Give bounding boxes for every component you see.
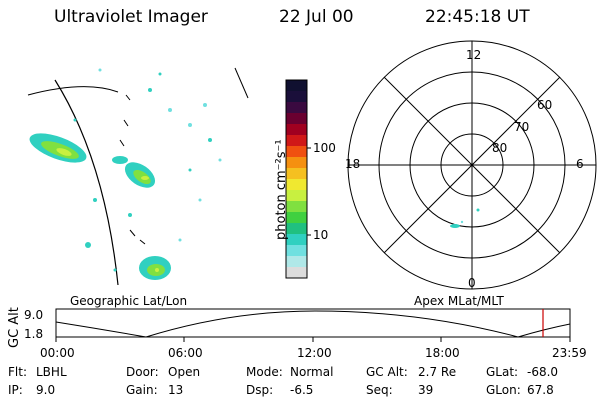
- timeline-ytick-bottom: 1.8: [24, 327, 44, 341]
- colorbar: [285, 79, 308, 279]
- gain-value: 13: [168, 383, 184, 397]
- colorbar-swatch: [286, 201, 307, 213]
- timeline-ticks: [55, 337, 571, 342]
- mlt-label-0: 0: [468, 276, 476, 290]
- colorbar-swatch: [286, 80, 307, 92]
- limb-curve: [54, 79, 119, 286]
- colorbar-swatch: [286, 267, 307, 279]
- dsp-value: -6.5: [290, 383, 314, 397]
- colorbar-swatch: [286, 234, 307, 246]
- mlt-label-6: 6: [576, 157, 584, 171]
- timeline-xtick-2359: 23:59: [552, 346, 587, 360]
- coastline-fragments: [119, 94, 146, 245]
- limb-tick: [234, 67, 249, 99]
- door-label: Door:: [126, 365, 159, 379]
- timeline-ytick-top: 9.0: [24, 308, 44, 322]
- mlt-label-18: 18: [345, 157, 361, 171]
- altitude-curve: [55, 310, 571, 338]
- glon-label: GLon:: [486, 383, 521, 397]
- colorbar-tick-label-10: 10: [313, 228, 329, 242]
- polar-emission: [450, 208, 480, 228]
- colorbar-swatch: [286, 91, 307, 103]
- seq-value: 39: [418, 383, 434, 397]
- mlat-label-80: 80: [492, 141, 508, 155]
- dsp-label: Dsp:: [246, 383, 274, 397]
- map-boundary-top: [27, 86, 119, 96]
- glat-label: GLat:: [486, 365, 519, 379]
- timeline-xtick-1200: 12:00: [297, 346, 332, 360]
- mlt-label-12: 12: [466, 48, 482, 62]
- colorbar-swatch: [286, 223, 307, 235]
- colorbar-frame: [285, 79, 308, 279]
- polar-diagonal-2: [383, 76, 561, 254]
- gcalt-label: GC Alt:: [366, 365, 408, 379]
- polar-plot: [347, 40, 597, 290]
- timeline-xtick-0600: 06:00: [168, 346, 203, 360]
- instrument-title: Ultraviolet Imager: [54, 7, 208, 27]
- colorbar-swatch: [286, 168, 307, 180]
- geographic-map: [27, 67, 249, 286]
- seq-label: Seq:: [366, 383, 393, 397]
- colorbar-tick-label-100: 100: [313, 141, 336, 155]
- colorbar-swatch: [286, 179, 307, 191]
- ip-label: IP:: [8, 383, 23, 397]
- geographic-label: Geographic Lat/Lon: [70, 294, 188, 308]
- colorbar-swatch: [286, 157, 307, 169]
- glat-value: -68.0: [527, 365, 559, 379]
- colorbar-swatch: [286, 113, 307, 125]
- mode-value: Normal: [290, 365, 334, 379]
- colorbar-swatch: [286, 245, 307, 257]
- flt-label: Flt:: [8, 365, 27, 379]
- colorbar-swatch: [286, 190, 307, 202]
- mode-label: Mode:: [246, 365, 283, 379]
- colorbar-swatch: [286, 135, 307, 147]
- colorbar-swatch: [286, 124, 307, 136]
- ip-value: 9.0: [36, 383, 56, 397]
- mlat-label-60: 60: [537, 98, 553, 112]
- glon-value: 67.8: [527, 383, 554, 397]
- gain-label: Gain:: [126, 383, 158, 397]
- timeline-panel: [55, 308, 571, 342]
- time-label: 22:45:18 UT: [425, 7, 530, 27]
- colorbar-swatch: [286, 146, 307, 158]
- colorbar-unit-label: photon cm⁻²s⁻¹: [274, 139, 289, 240]
- aurora-emission: [29, 68, 222, 280]
- gcalt-value: 2.7 Re: [418, 365, 457, 379]
- colorbar-swatch: [286, 102, 307, 114]
- colorbar-swatch: [286, 256, 307, 268]
- timeline-xtick-0000: 00:00: [40, 346, 75, 360]
- timeline-axis-label: GC Alt: [7, 307, 22, 348]
- door-value: Open: [168, 365, 201, 379]
- apex-label: Apex MLat/MLT: [414, 294, 504, 308]
- timeline-xtick-1800: 18:00: [425, 346, 460, 360]
- timeline-frame: [55, 308, 571, 338]
- flt-value: LBHL: [36, 365, 67, 379]
- mlat-label-70: 70: [514, 120, 530, 134]
- colorbar-swatch: [286, 212, 307, 224]
- date-label: 22 Jul 00: [279, 7, 354, 27]
